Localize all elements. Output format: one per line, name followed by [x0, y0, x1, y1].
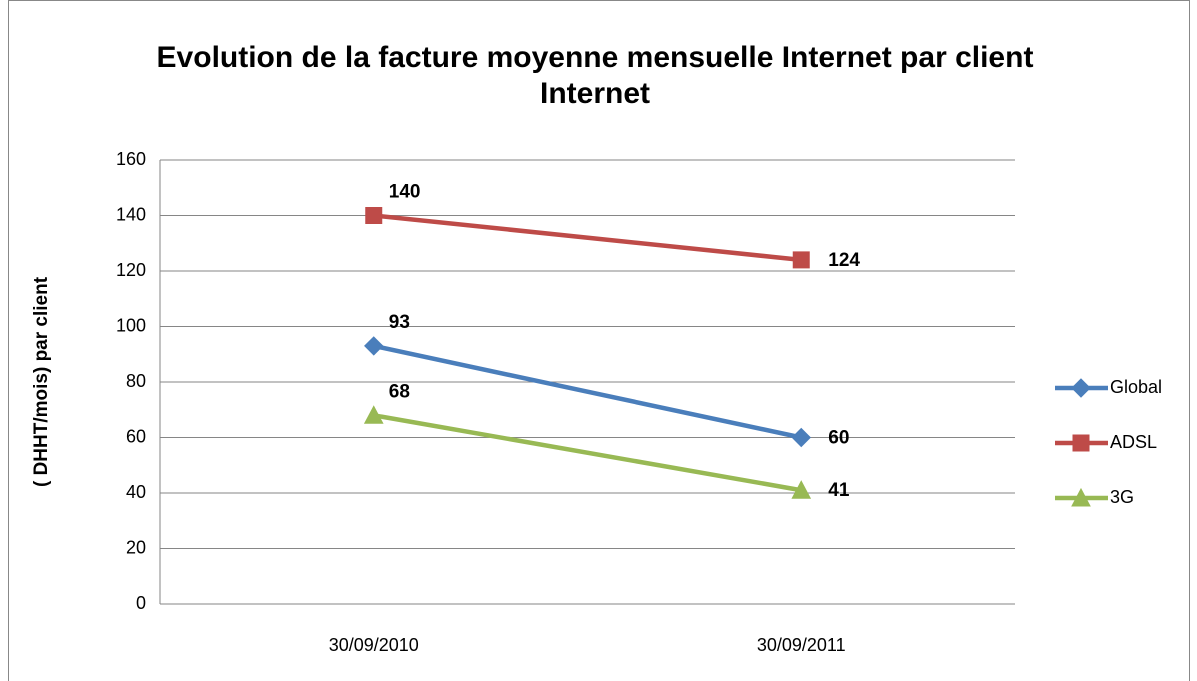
data-point [365, 207, 383, 224]
legend-label: Global [1110, 377, 1162, 397]
data-point [792, 251, 810, 269]
y-tick-label: 60 [126, 426, 146, 446]
chart-title: Evolution de la facture moyenne mensuell… [156, 41, 1034, 110]
y-tick-label: 40 [126, 482, 146, 502]
legend-label: ADSL [1110, 432, 1157, 452]
y-tick-label: 140 [116, 204, 146, 224]
y-tick-label: 80 [126, 371, 146, 391]
y-tick-label: 0 [136, 593, 146, 613]
y-tick-label: 120 [116, 260, 146, 280]
data-label: 93 [389, 312, 410, 333]
legend-label: 3G [1110, 487, 1134, 507]
data-point [791, 480, 812, 499]
chart-border [8, 0, 1190, 681]
data-point [364, 336, 384, 356]
data-label: 140 [389, 182, 421, 203]
y-tick-label: 160 [116, 149, 146, 169]
y-axis-label: ( DHHT/mois) par client [31, 276, 52, 487]
y-tick-label: 20 [126, 537, 146, 557]
y-tick-label: 100 [116, 315, 146, 335]
data-point [363, 405, 384, 424]
x-tick-label: 30/09/2010 [329, 635, 419, 655]
series-line [373, 213, 802, 263]
data-label: 41 [828, 480, 850, 501]
legend-marker [1072, 434, 1090, 452]
x-tick-label: 30/09/2011 [757, 635, 846, 655]
data-label: 60 [828, 428, 849, 449]
data-label: 68 [389, 381, 410, 402]
legend-marker [1071, 378, 1091, 398]
data-label: 124 [828, 250, 860, 271]
data-point [791, 427, 811, 448]
series-line [373, 413, 802, 493]
legend-marker [1071, 487, 1091, 507]
series-line [373, 343, 802, 440]
